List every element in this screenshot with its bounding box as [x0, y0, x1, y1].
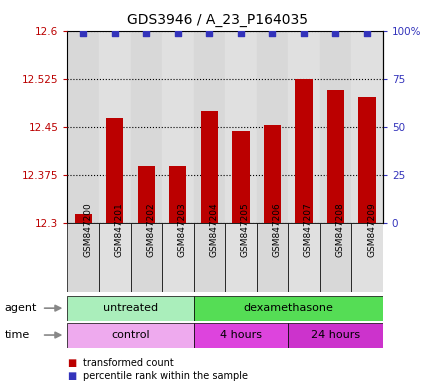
Text: transformed count: transformed count [82, 358, 173, 368]
Point [205, 30, 212, 36]
Bar [225, 31, 256, 223]
Bar [319, 31, 351, 223]
Text: time: time [4, 330, 30, 340]
Bar [67, 323, 193, 348]
Bar [263, 126, 280, 223]
Bar [193, 296, 382, 321]
Bar [351, 31, 382, 223]
Text: untreated: untreated [103, 303, 158, 313]
Text: percentile rank within the sample: percentile rank within the sample [82, 371, 247, 381]
Point [237, 30, 244, 36]
Text: GDS3946 / A_23_P164035: GDS3946 / A_23_P164035 [127, 13, 307, 27]
Text: GSM847201: GSM847201 [115, 202, 123, 257]
Bar [193, 31, 225, 223]
Text: ■: ■ [67, 358, 76, 368]
Bar [137, 166, 155, 223]
Point [111, 30, 118, 36]
Bar [351, 223, 382, 292]
Text: GSM847206: GSM847206 [272, 202, 281, 257]
Bar [256, 31, 288, 223]
Bar [288, 223, 319, 292]
Bar [232, 131, 249, 223]
Point [363, 30, 370, 36]
Bar [256, 223, 288, 292]
Text: dexamethasone: dexamethasone [243, 303, 332, 313]
Bar [74, 214, 92, 223]
Bar [193, 323, 288, 348]
Bar [200, 111, 217, 223]
Text: GSM847205: GSM847205 [240, 202, 249, 257]
Text: GSM847209: GSM847209 [366, 202, 375, 257]
Text: 4 hours: 4 hours [219, 330, 261, 340]
Bar [67, 296, 193, 321]
Point [331, 30, 338, 36]
Text: agent: agent [4, 303, 36, 313]
Bar [130, 31, 162, 223]
Bar [288, 31, 319, 223]
Point [268, 30, 275, 36]
Bar [193, 223, 225, 292]
Text: GSM847207: GSM847207 [303, 202, 312, 257]
Point [300, 30, 307, 36]
Bar [326, 89, 343, 223]
Bar [99, 223, 130, 292]
Bar [295, 79, 312, 223]
Point [79, 30, 86, 36]
Bar [67, 223, 99, 292]
Bar [169, 166, 186, 223]
Bar [106, 118, 123, 223]
Point [174, 30, 181, 36]
Text: GSM847208: GSM847208 [335, 202, 344, 257]
Text: GSM847204: GSM847204 [209, 202, 218, 257]
Text: ■: ■ [67, 371, 76, 381]
Bar [130, 223, 162, 292]
Bar [319, 223, 351, 292]
Bar [287, 323, 382, 348]
Bar [67, 31, 99, 223]
Point [142, 30, 149, 36]
Text: control: control [111, 330, 149, 340]
Bar [358, 97, 375, 223]
Text: GSM847200: GSM847200 [83, 202, 92, 257]
Bar [99, 31, 130, 223]
Text: GSM847202: GSM847202 [146, 202, 155, 257]
Text: 24 hours: 24 hours [310, 330, 359, 340]
Bar [161, 31, 193, 223]
Text: GSM847203: GSM847203 [178, 202, 186, 257]
Bar [225, 223, 256, 292]
Bar [161, 223, 193, 292]
